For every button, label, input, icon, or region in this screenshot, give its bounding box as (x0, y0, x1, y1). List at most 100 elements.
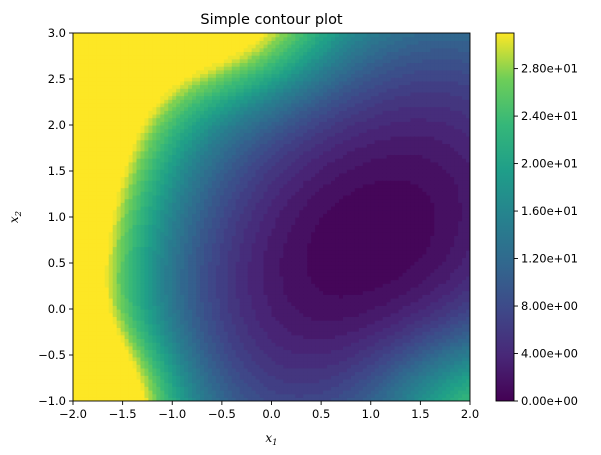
contour-cell (160, 44, 165, 49)
contour-cell (196, 139, 201, 144)
contour-cell (108, 323, 114, 328)
contour-cell (104, 91, 110, 97)
contour-cell (196, 110, 201, 115)
contour-cell (192, 51, 197, 56)
contour-cell (243, 268, 249, 273)
contour-cell (96, 320, 102, 325)
contour-cell (219, 187, 225, 192)
contour-cell (168, 301, 173, 306)
contour-cell (132, 364, 138, 369)
contour-cell (180, 91, 185, 97)
contour-cell (172, 367, 177, 373)
contour-cell (196, 312, 201, 317)
contour-cell (140, 272, 146, 277)
contour-cell (144, 327, 150, 332)
contour-cell (259, 33, 265, 38)
contour-cell (104, 301, 110, 306)
contour-cell (108, 294, 114, 299)
contour-cell (136, 36, 142, 41)
contour-cell (140, 312, 146, 317)
contour-cell (168, 99, 173, 104)
contour-cell (168, 345, 173, 351)
contour-cell (132, 231, 138, 236)
contour-cell (219, 69, 225, 75)
contour-cell (164, 378, 169, 384)
contour-cell (215, 150, 221, 156)
contour-cell (184, 246, 189, 251)
contour-cell (259, 242, 265, 248)
contour-cell (76, 297, 82, 303)
contour-cell (247, 95, 253, 100)
contour-cell (80, 154, 86, 159)
contour-cell (116, 253, 122, 259)
contour-cell (172, 128, 177, 133)
contour-cell (88, 217, 94, 222)
contour-cell (96, 172, 102, 178)
contour-cell (192, 224, 197, 229)
contour-cell (180, 150, 185, 156)
contour-cell (247, 110, 253, 115)
contour-cell (100, 125, 106, 130)
contour-cell (144, 113, 150, 119)
contour-cell (219, 172, 225, 178)
contour-cell (259, 286, 265, 292)
contour-cell (176, 261, 181, 266)
contour-cell (120, 172, 126, 178)
contour-cell (76, 143, 82, 148)
contour-cell (164, 323, 169, 328)
contour-cell (136, 55, 142, 60)
contour-cell (164, 327, 169, 332)
contour-cell (100, 202, 106, 207)
contour-cell (108, 253, 114, 259)
contour-cell (112, 88, 118, 93)
contour-cell (247, 235, 253, 240)
contour-cell (144, 80, 150, 86)
contour-cell (255, 99, 261, 104)
contour-cell (207, 268, 213, 273)
contour-cell (100, 253, 106, 259)
contour-cell (204, 305, 209, 310)
contour-cell (156, 58, 161, 64)
contour-cell (263, 378, 269, 384)
contour-cell (227, 297, 233, 303)
contour-cell (172, 393, 177, 398)
contour-cell (132, 150, 138, 156)
contour-cell (128, 360, 134, 365)
contour-cell (136, 139, 142, 144)
contour-cell (88, 132, 94, 137)
contour-cell (156, 331, 161, 336)
contour-cell (140, 268, 146, 273)
contour-cell (108, 286, 114, 292)
contour-cell (172, 172, 177, 178)
contour-cell (172, 91, 177, 97)
contour-cell (132, 158, 138, 163)
contour-cell (84, 250, 90, 255)
contour-cell (124, 228, 130, 233)
contour-cell (188, 165, 193, 170)
contour-cell (136, 246, 142, 251)
contour-cell (255, 334, 261, 340)
contour-cell (152, 382, 157, 387)
contour-cell (172, 220, 177, 225)
contour-cell (128, 261, 134, 266)
contour-cell (259, 91, 265, 97)
contour-cell (168, 342, 173, 347)
contour-cell (255, 158, 261, 163)
contour-cell (184, 360, 189, 365)
contour-cell (144, 217, 150, 222)
contour-cell (168, 356, 173, 362)
contour-cell (152, 279, 157, 284)
contour-cell (156, 62, 161, 67)
contour-cell (259, 228, 265, 233)
contour-cell (207, 84, 213, 89)
contour-cell (211, 47, 217, 52)
contour-cell (259, 283, 265, 288)
contour-cell (100, 44, 106, 49)
contour-cell (124, 217, 130, 222)
contour-cell (104, 320, 110, 325)
contour-cell (188, 356, 193, 362)
contour-cell (219, 84, 225, 89)
contour-cell (215, 80, 221, 86)
contour-cell (160, 113, 165, 119)
contour-cell (124, 268, 130, 273)
